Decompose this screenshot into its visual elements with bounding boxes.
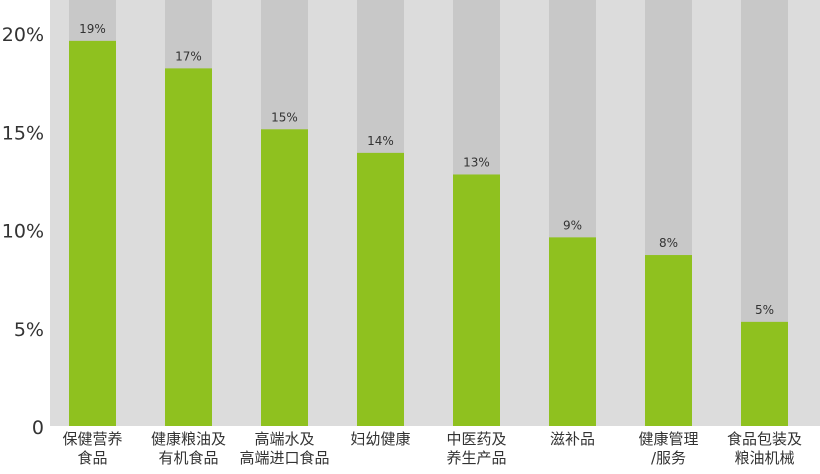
x-tick-label: 滋补品 (550, 430, 595, 448)
x-tick-label: 健康粮油及 (151, 430, 226, 448)
bar (165, 68, 212, 427)
x-tick-label: 中医药及 (446, 430, 506, 448)
data-label: 13% (463, 155, 490, 169)
x-tick-label: 粮油机械 (734, 449, 794, 467)
data-label: 17% (175, 49, 202, 63)
bar (69, 40, 116, 427)
x-tick-label: 健康管理 (638, 430, 698, 448)
y-tick-label: 5% (14, 319, 44, 341)
x-tick-label: 保健营养 (62, 430, 122, 448)
x-tick-label: 高端水及 (254, 430, 314, 448)
bar (549, 237, 596, 426)
x-tick-label: 有机食品 (158, 449, 218, 467)
bar (741, 321, 788, 426)
x-tick-label: 食品包装及 (727, 430, 802, 448)
data-label: 9% (563, 218, 582, 232)
x-tick-label: 高端进口食品 (239, 449, 329, 467)
bar (453, 174, 500, 426)
bar (357, 152, 404, 427)
data-label: 15% (271, 110, 298, 124)
y-tick-label: 10% (2, 221, 44, 243)
bar (261, 129, 308, 426)
x-tick-label: 食品 (77, 449, 107, 467)
bar (645, 255, 692, 426)
data-label: 14% (367, 134, 394, 148)
data-label: 19% (79, 22, 106, 36)
y-tick-label: 15% (2, 122, 44, 144)
x-tick-label: 妇幼健康 (350, 430, 410, 448)
x-tick-label: /服务 (651, 449, 686, 467)
data-label: 5% (755, 303, 774, 317)
y-tick-label: 20% (2, 24, 44, 46)
y-tick-label: 0 (32, 417, 44, 439)
x-tick-label: 养生产品 (446, 449, 506, 467)
data-label: 8% (659, 236, 678, 250)
